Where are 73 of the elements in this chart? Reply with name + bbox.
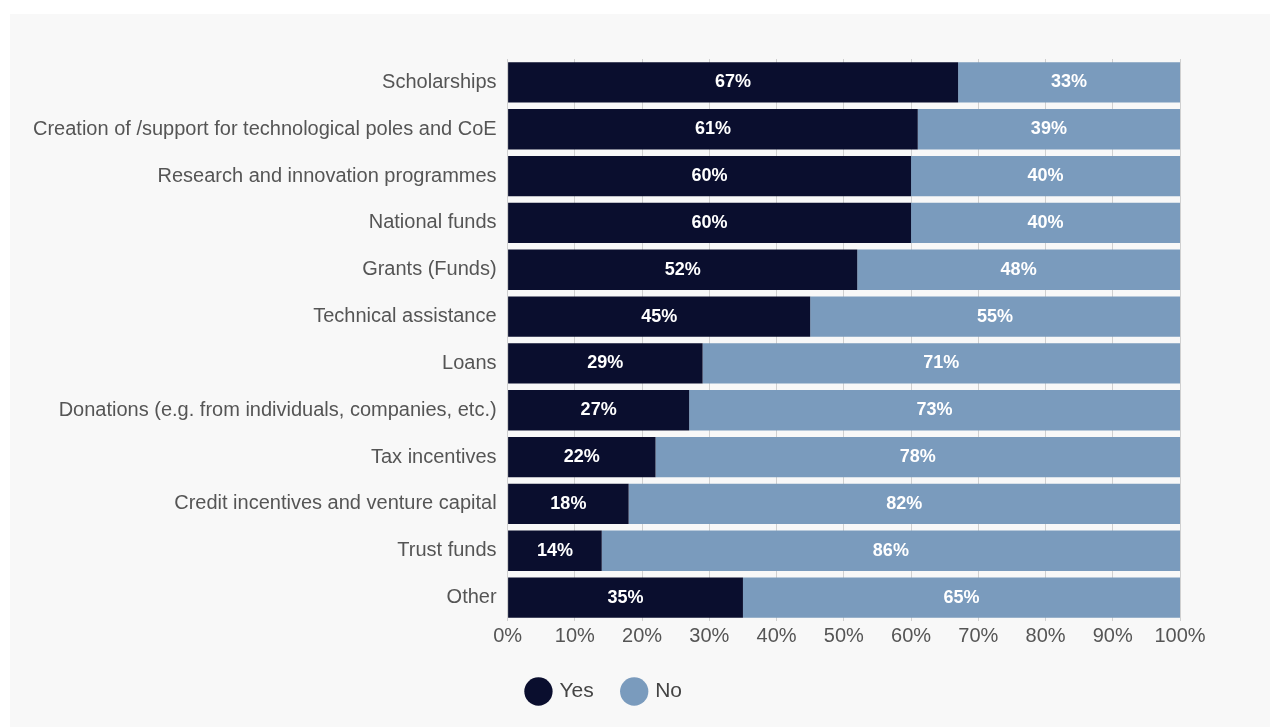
y-tick-label: Loans: [442, 350, 497, 373]
data-label: 39%: [1030, 118, 1067, 139]
bar: [508, 390, 690, 431]
x-tick-label: 50%: [823, 623, 865, 646]
data-label: 18%: [550, 492, 587, 513]
x-tick-label: 30%: [689, 623, 730, 646]
data-label: 55%: [977, 305, 1014, 326]
data-label: 65%: [943, 586, 980, 607]
bar: [508, 530, 602, 571]
legend-label: Yes: [559, 678, 594, 702]
bar: [742, 577, 1180, 618]
data-label: 45%: [641, 305, 678, 326]
data-label: 52%: [664, 258, 701, 279]
x-tick-label: 10%: [554, 623, 596, 646]
bar: [857, 249, 1180, 290]
data-label: 40%: [1027, 211, 1064, 232]
bar: [917, 109, 1180, 150]
data-label: 35%: [607, 586, 644, 607]
x-tick-label: 90%: [1092, 623, 1133, 646]
bar: [508, 483, 629, 525]
y-tick-label: Tax incentives: [370, 444, 497, 467]
legend-label: No: [655, 678, 683, 702]
data-label: 29%: [587, 352, 624, 373]
data-label: 60%: [691, 165, 728, 186]
x-tick-label: 60%: [891, 623, 932, 646]
data-label: 33%: [1051, 71, 1088, 92]
bar: [508, 62, 959, 103]
data-label: 27%: [580, 399, 617, 420]
data-label: 73%: [916, 399, 953, 420]
x-tick-label: 40%: [756, 623, 797, 646]
y-tick-label: Credit incentives and venture capital: [174, 491, 497, 514]
bar: [508, 343, 703, 384]
y-tick-label: Trust funds: [397, 538, 497, 561]
x-tick-label: 100%: [1154, 623, 1206, 646]
data-label: 82%: [886, 492, 923, 513]
y-tick-label: Creation of /support for technological poles and CoE: [32, 116, 497, 139]
bar: [911, 155, 1180, 197]
data-label: 14%: [536, 539, 573, 560]
bar: [628, 483, 1180, 525]
bar: [508, 109, 918, 150]
data-label: 67%: [715, 71, 752, 92]
data-label: 22%: [563, 446, 600, 467]
bar: [810, 296, 1180, 337]
data-label: 48%: [1000, 258, 1037, 279]
y-tick-label: Grants (Funds): [362, 257, 497, 280]
bar: [655, 436, 1180, 478]
y-tick-label: Donations (e.g. from individuals, companies, etc.): [58, 397, 497, 420]
bar: [508, 249, 858, 290]
x-tick-label: 80%: [1025, 623, 1066, 646]
y-tick-label: Technical assistance: [313, 304, 497, 327]
bar: [911, 202, 1180, 244]
bar: [508, 296, 811, 337]
bar: [508, 155, 912, 197]
data-label: 60%: [691, 211, 728, 232]
data-label: 86%: [872, 539, 909, 560]
bar: [702, 343, 1180, 384]
bar: [508, 436, 656, 478]
x-tick-label: 0%: [493, 623, 523, 646]
bar: [689, 390, 1180, 431]
data-label: 78%: [899, 446, 936, 467]
data-label: 61%: [694, 118, 731, 139]
data-label: 40%: [1027, 165, 1064, 186]
x-tick-label: 20%: [622, 623, 663, 646]
bar: [601, 530, 1180, 571]
y-tick-label: Scholarships: [382, 69, 497, 92]
bar: [958, 62, 1180, 103]
y-tick-label: National funds: [368, 210, 497, 233]
x-tick-label: 70%: [958, 623, 999, 646]
bar: [508, 202, 912, 244]
y-tick-label: Other: [446, 585, 497, 608]
bar: [508, 577, 743, 618]
data-label: 71%: [923, 352, 960, 373]
y-tick-label: Research and innovation programmes: [157, 163, 497, 186]
